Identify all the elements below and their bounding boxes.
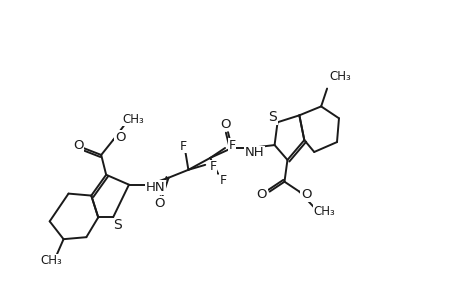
Text: O: O [256, 188, 266, 201]
Text: CH₃: CH₃ [328, 70, 350, 83]
Text: O: O [219, 118, 230, 131]
Text: O: O [73, 139, 84, 152]
Text: CH₃: CH₃ [41, 254, 62, 268]
Text: CH₃: CH₃ [313, 205, 334, 218]
Text: S: S [112, 218, 121, 232]
Text: O: O [300, 188, 311, 201]
Text: F: F [228, 139, 235, 152]
Text: O: O [154, 197, 164, 210]
Text: HN: HN [146, 181, 165, 194]
Text: O: O [115, 130, 125, 144]
Text: F: F [179, 140, 187, 152]
Text: CH₃: CH₃ [122, 113, 144, 126]
Text: F: F [209, 160, 216, 173]
Text: F: F [219, 174, 226, 187]
Text: S: S [268, 110, 276, 124]
Text: NH: NH [245, 146, 264, 160]
